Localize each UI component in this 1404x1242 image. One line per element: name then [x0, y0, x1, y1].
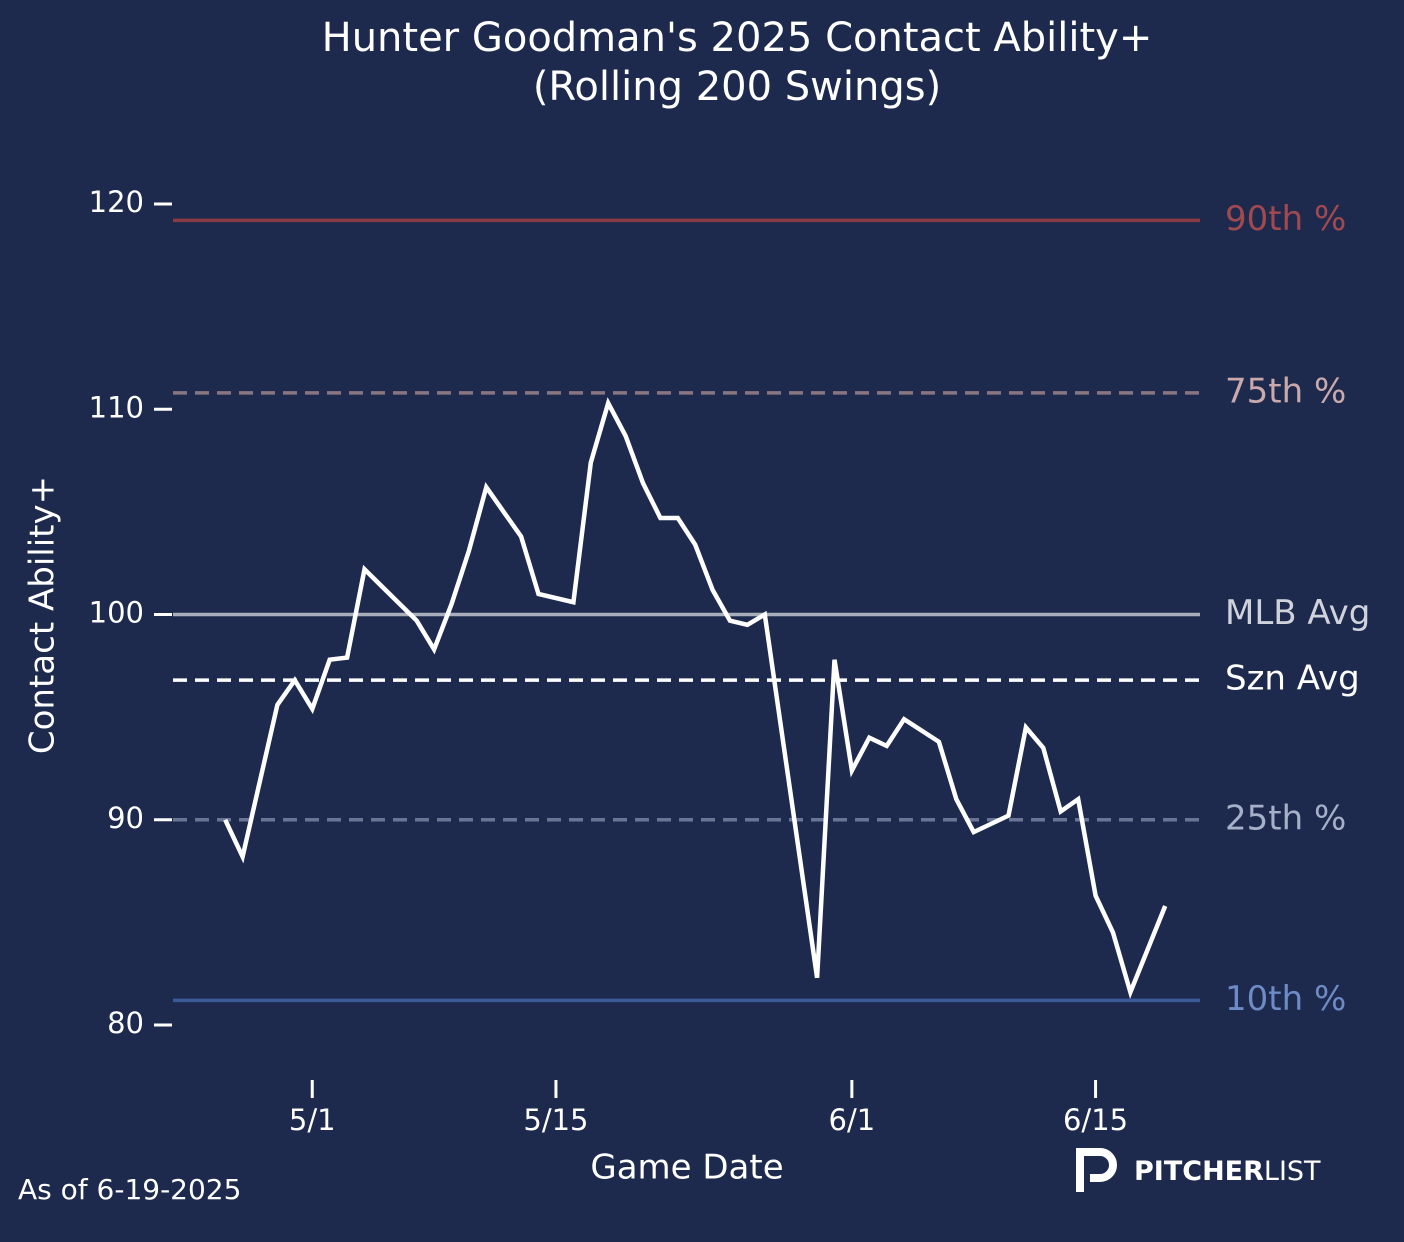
reference-label: 25th % — [1225, 798, 1346, 838]
logo-bold: PITCHERLIST — [1134, 1156, 1321, 1187]
y-tick-label: 90 — [107, 801, 144, 835]
x-tick-label: 5/15 — [523, 1103, 588, 1137]
data-line — [223, 397, 1168, 1000]
reference-label: 90th % — [1225, 199, 1346, 239]
x-axis-label: Game Date — [590, 1148, 783, 1188]
y-tick-label: 100 — [89, 596, 144, 630]
reference-label: 10th % — [1225, 979, 1346, 1019]
chart-title: Hunter Goodman's 2025 Contact Ability+ — [322, 15, 1153, 61]
logo: PITCHERLIST — [1076, 1148, 1321, 1192]
x-tick-label: 5/1 — [289, 1103, 336, 1137]
y-tick-label: 80 — [107, 1006, 144, 1040]
reference-label: MLB Avg — [1225, 593, 1370, 633]
chart-subtitle: (Rolling 200 Swings) — [533, 64, 941, 110]
footnote: As of 6-19-2025 — [18, 1173, 241, 1206]
x-tick-label: 6/1 — [829, 1103, 876, 1137]
y-tick-label: 120 — [89, 185, 144, 219]
logo-icon — [1076, 1148, 1117, 1192]
y-tick-label: 110 — [89, 390, 144, 424]
logo-bold-text: PITCHER — [1134, 1156, 1264, 1187]
reference-label: 75th % — [1225, 371, 1346, 411]
logo-light-text: LIST — [1264, 1156, 1321, 1187]
reference-label: Szn Avg — [1225, 659, 1360, 699]
y-axis-label: Contact Ability+ — [23, 476, 63, 754]
x-tick-label: 6/15 — [1063, 1103, 1128, 1137]
